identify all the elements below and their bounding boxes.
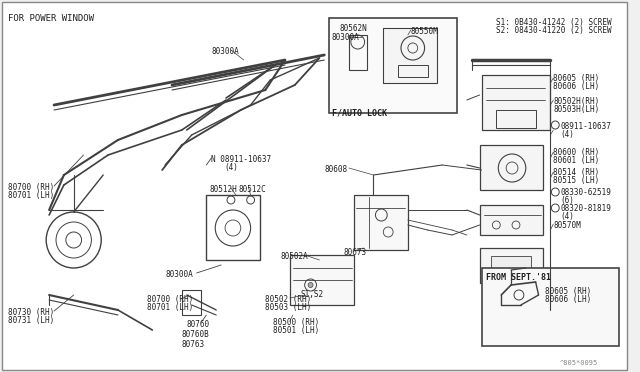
Circle shape xyxy=(308,282,313,288)
Text: 80701 (LH): 80701 (LH) xyxy=(147,303,194,312)
Text: 80760B: 80760B xyxy=(182,330,209,339)
Text: 80673: 80673 xyxy=(344,248,367,257)
Bar xyxy=(481,75,550,130)
Text: 80730 (RH): 80730 (RH) xyxy=(8,308,54,317)
Text: 80562N: 80562N xyxy=(339,24,367,33)
Text: F/AUTO LOCK: F/AUTO LOCK xyxy=(332,108,387,117)
Bar xyxy=(182,290,202,315)
Text: 08330-62519: 08330-62519 xyxy=(560,188,611,197)
Text: (4): (4) xyxy=(224,163,238,172)
Bar xyxy=(383,28,437,83)
Bar xyxy=(290,255,354,305)
Text: 80502A: 80502A xyxy=(280,252,308,261)
Text: 80606 (LH): 80606 (LH) xyxy=(554,82,600,91)
Text: 08320-81819: 08320-81819 xyxy=(560,204,611,213)
Text: 08911-10637: 08911-10637 xyxy=(560,122,611,131)
Bar xyxy=(398,65,428,77)
Text: 80501 (LH): 80501 (LH) xyxy=(273,326,319,335)
Text: FROM SEPT.'81: FROM SEPT.'81 xyxy=(486,273,552,282)
Text: S2: 08430-41220 (2) SCREW: S2: 08430-41220 (2) SCREW xyxy=(497,26,612,35)
Text: 80605 (RH): 80605 (RH) xyxy=(545,287,592,296)
Text: (4): (4) xyxy=(560,130,574,139)
Text: 80514 (RH): 80514 (RH) xyxy=(554,168,600,177)
Text: 80700 (RH): 80700 (RH) xyxy=(147,295,194,304)
Text: 80731 (LH): 80731 (LH) xyxy=(8,316,54,325)
Bar xyxy=(497,110,536,128)
Text: 80600 (RH): 80600 (RH) xyxy=(554,148,600,157)
Text: 80300A: 80300A xyxy=(211,47,239,56)
Text: S1,S2: S1,S2 xyxy=(301,290,324,299)
Text: 80570M: 80570M xyxy=(554,221,581,230)
Text: 80503 (LH): 80503 (LH) xyxy=(266,303,312,312)
Text: (4): (4) xyxy=(560,212,574,221)
Text: 80300A: 80300A xyxy=(165,270,193,279)
Text: S1: 0B430-41242 (2) SCREW: S1: 0B430-41242 (2) SCREW xyxy=(497,18,612,27)
Text: 80760: 80760 xyxy=(187,320,210,329)
Bar xyxy=(349,35,367,70)
Text: 80601 (LH): 80601 (LH) xyxy=(554,156,600,165)
Text: 80605 (RH): 80605 (RH) xyxy=(554,74,600,83)
Text: 80700 (RH): 80700 (RH) xyxy=(8,183,54,192)
Bar xyxy=(329,18,457,113)
Text: 80503H(LH): 80503H(LH) xyxy=(554,105,600,114)
Bar xyxy=(206,195,260,260)
Text: 80608: 80608 xyxy=(324,165,348,174)
Text: 80502H(RH): 80502H(RH) xyxy=(554,97,600,106)
Text: 80701 (LH): 80701 (LH) xyxy=(8,191,54,200)
Text: 80550M: 80550M xyxy=(411,27,438,36)
Text: 80606 (LH): 80606 (LH) xyxy=(545,295,592,304)
Bar xyxy=(492,256,531,276)
Bar xyxy=(479,205,543,235)
Bar xyxy=(479,248,543,283)
Bar xyxy=(481,268,619,346)
Text: N 08911-10637: N 08911-10637 xyxy=(211,155,271,164)
Text: 80500 (RH): 80500 (RH) xyxy=(273,318,319,327)
Text: 80512C: 80512C xyxy=(239,185,267,194)
Bar xyxy=(354,195,408,250)
Text: 80515 (LH): 80515 (LH) xyxy=(554,176,600,185)
Text: ^805*0095: ^805*0095 xyxy=(560,360,598,366)
Text: 80502 (RH): 80502 (RH) xyxy=(266,295,312,304)
Text: 80300A: 80300A xyxy=(332,33,359,42)
Text: 80512H: 80512H xyxy=(209,185,237,194)
Text: FOR POWER WINDOW: FOR POWER WINDOW xyxy=(8,14,94,23)
Text: (6): (6) xyxy=(560,196,574,205)
Text: 80763: 80763 xyxy=(182,340,205,349)
Bar xyxy=(479,145,543,190)
